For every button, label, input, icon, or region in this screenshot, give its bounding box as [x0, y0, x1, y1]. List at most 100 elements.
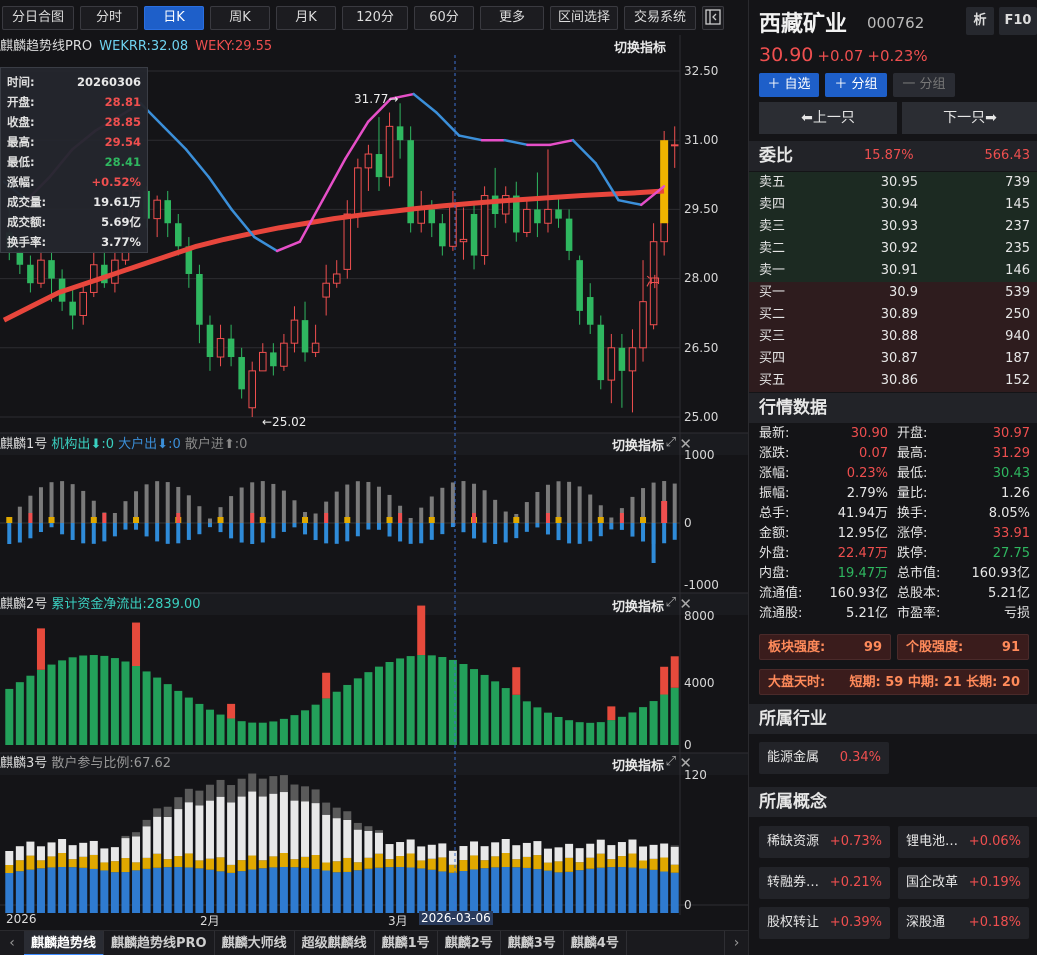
- tabs-scroll-left-icon[interactable]: ‹: [9, 934, 15, 951]
- close-icon[interactable]: ✕: [679, 435, 692, 453]
- tab-120min[interactable]: 120分: [342, 5, 408, 30]
- order-quantity: 152: [1005, 373, 1030, 388]
- pane-separator: [0, 593, 748, 615]
- tab-more[interactable]: 更多: [480, 5, 544, 30]
- retail-blue-bar: [68, 867, 77, 913]
- bigplayer-bar: [556, 523, 561, 541]
- retail-grey-bar: [195, 790, 204, 806]
- candle-body: [459, 238, 468, 243]
- close-icon[interactable]: ✕: [679, 754, 692, 772]
- analysis-button[interactable]: 析: [966, 7, 994, 35]
- panel-collapse-icon[interactable]: [702, 5, 724, 30]
- retail-bar: [144, 484, 149, 523]
- chart-area[interactable]: 麒麟趋势线PRO WEKRR:32.08 WEKY:29.55 切换指标 32.…: [0, 35, 748, 930]
- tab-qilin-3[interactable]: 麒麟3号: [501, 930, 564, 955]
- netflow-bar: [438, 657, 447, 745]
- tooltip-row: 最低: 28.41: [7, 152, 141, 172]
- concept-chip[interactable]: 稀缺资源 +0.73%: [759, 826, 890, 858]
- candle-body: [375, 154, 383, 178]
- retail-bar: [38, 487, 43, 523]
- f10-button[interactable]: F10: [999, 7, 1037, 35]
- order-book-row[interactable]: 买一 30.9 539: [749, 282, 1037, 304]
- range-select-button[interactable]: 区间选择: [550, 5, 618, 30]
- tab-60min[interactable]: 60分: [414, 5, 474, 30]
- retail-blue-bar: [184, 867, 193, 913]
- tab-monthly-k[interactable]: 月K: [276, 5, 336, 30]
- order-book-row[interactable]: 卖三 30.93 237: [749, 216, 1037, 238]
- retail-blue-bar: [459, 871, 468, 913]
- retail-blue-bar: [248, 869, 257, 913]
- expand-icon[interactable]: ⤢: [665, 754, 676, 769]
- order-book-row[interactable]: 卖四 30.94 145: [749, 194, 1037, 216]
- bigplayer-bar: [609, 523, 614, 530]
- candle-body: [311, 342, 320, 353]
- expand-icon[interactable]: ⤢: [665, 595, 676, 610]
- remove-group-button[interactable]: 一 分组: [893, 73, 955, 97]
- main-switch-indicator-button[interactable]: 切换指标: [613, 41, 666, 56]
- retail-white-bar: [522, 842, 531, 857]
- retail-blue-bar: [132, 870, 141, 913]
- prev-stock-button[interactable]: ⬅上一只: [759, 102, 897, 134]
- bigplayer-bar: [176, 523, 181, 544]
- y-tick: 0: [684, 516, 692, 530]
- add-watchlist-button[interactable]: ＋ 自选: [759, 73, 819, 97]
- order-level-name: 买二: [759, 307, 786, 322]
- tab-qilin-master[interactable]: 麒麟大师线: [215, 930, 295, 955]
- pane2-switch-indicator-button[interactable]: 切换指标: [611, 600, 664, 615]
- market-data-value: 33.91: [992, 526, 1030, 541]
- pane1-switch-indicator-button[interactable]: 切换指标: [611, 439, 664, 454]
- tabs-scroll-right-icon[interactable]: ›: [724, 930, 748, 955]
- tooltip-key: 时间:: [7, 75, 35, 89]
- concept-change: +0.73%: [829, 834, 882, 849]
- retail-bar: [176, 486, 181, 523]
- pane3-switch-indicator-button[interactable]: 切换指标: [611, 759, 664, 774]
- retail-white-bar: [47, 842, 56, 857]
- order-price: 30.93: [880, 219, 918, 234]
- tab-split-day[interactable]: 分日合图: [2, 5, 74, 30]
- add-group-button[interactable]: ＋ 分组: [825, 73, 887, 97]
- trade-system-button[interactable]: 交易系统: [624, 5, 696, 30]
- kline-chart-svg[interactable]: [0, 35, 748, 930]
- close-icon[interactable]: ✕: [679, 595, 692, 613]
- tab-intraday[interactable]: 分时: [80, 5, 138, 30]
- market-data-key: 市盈率:: [897, 606, 941, 621]
- retail-bar: [567, 481, 572, 523]
- order-book-row[interactable]: 卖二 30.92 235: [749, 238, 1037, 260]
- next-stock-button[interactable]: 下一只➡: [902, 102, 1037, 134]
- industry-chip[interactable]: 能源金属 0.34%: [759, 742, 889, 774]
- order-book-row[interactable]: 买四 30.87 187: [749, 348, 1037, 370]
- pane1-retail-label: 散户进: [184, 437, 224, 452]
- stock-strength-label: 个股强度:: [906, 640, 964, 655]
- order-price: 30.91: [880, 263, 918, 278]
- tab-qilin-2[interactable]: 麒麟2号: [438, 930, 501, 955]
- tab-qilin-trend[interactable]: 麒麟趋势线: [24, 930, 105, 955]
- retail-grey-bar: [343, 811, 352, 820]
- order-book-row[interactable]: 卖五 30.95 739: [749, 172, 1037, 194]
- tab-super-qilin[interactable]: 超级麒麟线: [295, 930, 375, 955]
- concept-chip[interactable]: 国企改革 +0.19%: [898, 867, 1029, 899]
- order-book-row[interactable]: 买五 30.86 152: [749, 370, 1037, 392]
- netflow-bar: [237, 721, 246, 745]
- retail-bar: [588, 494, 593, 523]
- candle-body: [385, 125, 394, 178]
- retail-yellow-bar: [301, 856, 310, 868]
- retail-bar: [70, 484, 75, 523]
- candle-body: [670, 144, 679, 147]
- order-book-row[interactable]: 卖一 30.91 146: [749, 260, 1037, 282]
- netflow-bar: [184, 697, 193, 745]
- order-book-row[interactable]: 买三 30.88 940: [749, 326, 1037, 348]
- tab-qilin-1[interactable]: 麒麟1号: [375, 930, 438, 955]
- inflow-bar: [28, 513, 33, 523]
- concept-chip[interactable]: 深股通 +0.18%: [898, 907, 1029, 939]
- concept-chip[interactable]: 股权转让 +0.39%: [759, 907, 890, 939]
- tab-qilin-trend-pro[interactable]: 麒麟趋势线PRO: [104, 930, 215, 955]
- expand-icon[interactable]: ⤢: [665, 435, 676, 450]
- retail-blue-bar: [660, 871, 669, 913]
- tooltip-value: 3.77%: [101, 235, 141, 249]
- order-book-row[interactable]: 买二 30.89 250: [749, 304, 1037, 326]
- concept-chip[interactable]: 转融券… +0.21%: [759, 867, 890, 899]
- tab-qilin-4[interactable]: 麒麟4号: [564, 930, 627, 955]
- tab-weekly-k[interactable]: 周K: [210, 5, 270, 30]
- tab-daily-k[interactable]: 日K: [144, 5, 204, 30]
- concept-chip[interactable]: 锂电池… +0.06%: [898, 826, 1029, 858]
